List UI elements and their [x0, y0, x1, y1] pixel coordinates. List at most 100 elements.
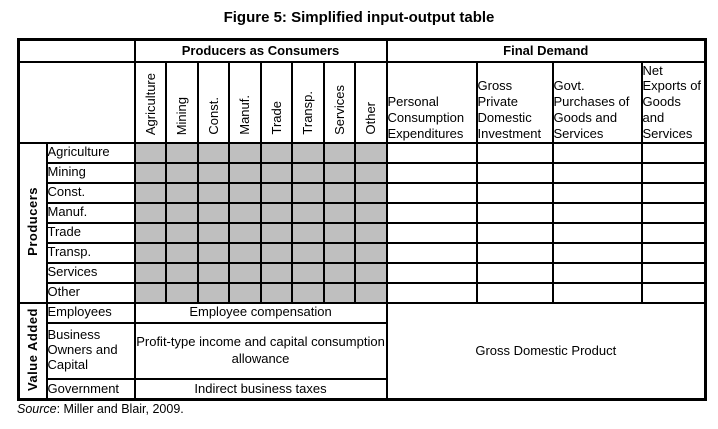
row-label-government: Government: [45, 377, 136, 401]
final-demand-cell: [551, 241, 643, 264]
final-demand-cell: [551, 281, 643, 304]
final-demand-cell: [475, 221, 554, 244]
final-demand-cell: [385, 141, 478, 164]
final-demand-cell: [551, 161, 643, 184]
table-row-other: Other: [19, 281, 707, 304]
shaded-transaction-cell: [291, 161, 325, 184]
final-demand-cell: [640, 281, 707, 304]
final-demand-cell: [475, 201, 554, 224]
shaded-transaction-cell: [259, 201, 293, 224]
shaded-transaction-cell: [259, 261, 293, 284]
final-demand-cell: [640, 201, 707, 224]
shaded-transaction-cell: [259, 281, 293, 304]
shaded-transaction-cell: [354, 261, 388, 284]
shaded-transaction-cell: [354, 161, 388, 184]
shaded-transaction-cell: [133, 141, 167, 164]
shaded-transaction-cell: [196, 181, 230, 204]
shaded-transaction-cell: [133, 281, 167, 304]
producers-group-label: Producers: [17, 141, 48, 304]
final-demand-cell: [640, 221, 707, 244]
gross-domestic-product-cell: Gross Domestic Product: [385, 301, 707, 401]
profit-type-income-cell: Profit-type income and capital consumpti…: [133, 321, 388, 380]
final-demand-cell: [475, 241, 554, 264]
shaded-transaction-cell: [228, 161, 262, 184]
shaded-transaction-cell: [165, 201, 199, 224]
shaded-transaction-cell: [259, 241, 293, 264]
shaded-transaction-cell: [196, 241, 230, 264]
final-demand-cell: [640, 261, 707, 284]
shaded-transaction-cell: [322, 141, 356, 164]
group-header-row: Producers as Consumers Final Demand: [17, 38, 707, 63]
final-demand-cell: [475, 261, 554, 284]
shaded-transaction-cell: [291, 261, 325, 284]
shaded-transaction-cell: [322, 221, 356, 244]
source-label: Source: [17, 402, 57, 416]
shaded-transaction-cell: [165, 281, 199, 304]
column-header-manuf: Manuf.: [228, 60, 262, 144]
final-demand-header: Final Demand: [385, 38, 707, 63]
table-row-employees: Value Added Employees Employee compensat…: [17, 301, 707, 401]
column-header-trade: Trade: [259, 60, 293, 144]
final-demand-cell: [385, 161, 478, 184]
shaded-transaction-cell: [228, 181, 262, 204]
table-row-manuf: Manuf.: [19, 201, 707, 224]
indirect-business-taxes-cell: Indirect business taxes: [133, 377, 388, 401]
source-text: : Miller and Blair, 2009.: [56, 402, 184, 416]
shaded-transaction-cell: [133, 221, 167, 244]
shaded-transaction-cell: [354, 241, 388, 264]
shaded-transaction-cell: [259, 181, 293, 204]
shaded-transaction-cell: [165, 161, 199, 184]
row-label-const: Const.: [45, 181, 136, 204]
shaded-transaction-cell: [133, 201, 167, 224]
shaded-transaction-cell: [196, 201, 230, 224]
shaded-transaction-cell: [322, 161, 356, 184]
row-label-transp: Transp.: [45, 241, 136, 264]
column-header-mining: Mining: [165, 60, 199, 144]
source-note: Source: Miller and Blair, 2009.: [17, 402, 184, 416]
table-row-business-owners: Business Owners and Capital Profit-type …: [19, 321, 706, 380]
shaded-transaction-cell: [196, 281, 230, 304]
shaded-transaction-cell: [322, 201, 356, 224]
table-row-government: Government Indirect business taxes: [19, 377, 706, 401]
column-header-services: Services: [322, 60, 356, 144]
shaded-transaction-cell: [259, 161, 293, 184]
final-demand-cell: [640, 141, 707, 164]
final-demand-cell: [551, 141, 643, 164]
shaded-transaction-cell: [322, 281, 356, 304]
shaded-transaction-cell: [133, 261, 167, 284]
shaded-transaction-cell: [165, 181, 199, 204]
column-header-agriculture: Agriculture: [133, 60, 167, 144]
figure-title: Figure 5: Simplified input-output table: [223, 9, 495, 26]
producers-as-consumers-header: Producers as Consumers: [133, 38, 388, 63]
column-header-gross-private-investment: Gross Private Domestic Investment: [475, 60, 554, 144]
table-row-trade: Trade: [19, 221, 707, 244]
row-label-agriculture: Agriculture: [45, 141, 136, 164]
row-label-other: Other: [45, 281, 136, 304]
shaded-transaction-cell: [228, 281, 262, 304]
row-label-business-owners: Business Owners and Capital: [45, 321, 136, 380]
shaded-transaction-cell: [322, 181, 356, 204]
row-label-employees: Employees: [45, 301, 136, 324]
column-header-personal-consumption: Personal Consumption Expenditures: [385, 60, 478, 144]
table-row-mining: Mining: [19, 161, 707, 184]
shaded-transaction-cell: [196, 141, 230, 164]
shaded-transaction-cell: [228, 201, 262, 224]
final-demand-cell: [475, 161, 554, 184]
shaded-transaction-cell: [354, 141, 388, 164]
final-demand-cell: [551, 261, 643, 284]
final-demand-cell: [385, 241, 478, 264]
employee-compensation-cell: Employee compensation: [133, 301, 388, 324]
table-row-services: Services: [19, 261, 707, 284]
shaded-transaction-cell: [291, 181, 325, 204]
shaded-transaction-cell: [322, 261, 356, 284]
column-header-govt-purchases: Govt. Purchases of Goods and Services: [551, 60, 643, 144]
row-label-manuf: Manuf.: [45, 201, 136, 224]
shaded-transaction-cell: [291, 221, 325, 244]
final-demand-cell: [551, 181, 643, 204]
shaded-transaction-cell: [228, 261, 262, 284]
final-demand-cell: [385, 221, 478, 244]
shaded-transaction-cell: [259, 221, 293, 244]
shaded-transaction-cell: [196, 261, 230, 284]
input-output-table: Producers as Consumers Final Demand Agri…: [17, 38, 708, 402]
shaded-transaction-cell: [291, 141, 325, 164]
